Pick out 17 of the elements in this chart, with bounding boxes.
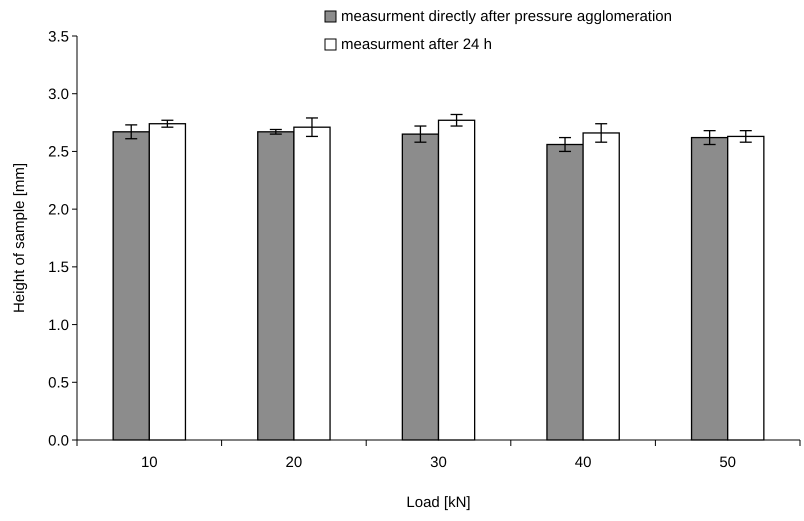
legend-label: measurment after 24 h bbox=[341, 36, 492, 53]
y-tick-label: 1.0 bbox=[48, 316, 69, 334]
y-axis-title: Height of sample [mm] bbox=[11, 162, 28, 314]
x-tick-label: 50 bbox=[719, 454, 736, 471]
y-tick-label: 0.5 bbox=[48, 374, 69, 392]
y-tick-label: 0.0 bbox=[48, 432, 69, 450]
y-tick-label: 2.5 bbox=[48, 144, 69, 161]
x-tick-label: 30 bbox=[430, 454, 447, 471]
y-tick-label: 2.0 bbox=[48, 201, 69, 218]
x-tick-label: 40 bbox=[574, 454, 592, 471]
y-tick-label: 3.5 bbox=[48, 28, 69, 46]
legend-label: measurment directly after pressure agglomeration bbox=[341, 8, 672, 25]
y-tick-label: 3.0 bbox=[48, 86, 69, 103]
x-tick-label: 20 bbox=[286, 454, 302, 471]
y-tick-label: 1.5 bbox=[48, 259, 69, 276]
x-axis-title: Load [kN] bbox=[406, 494, 471, 511]
x-tick-label: 10 bbox=[140, 454, 158, 471]
